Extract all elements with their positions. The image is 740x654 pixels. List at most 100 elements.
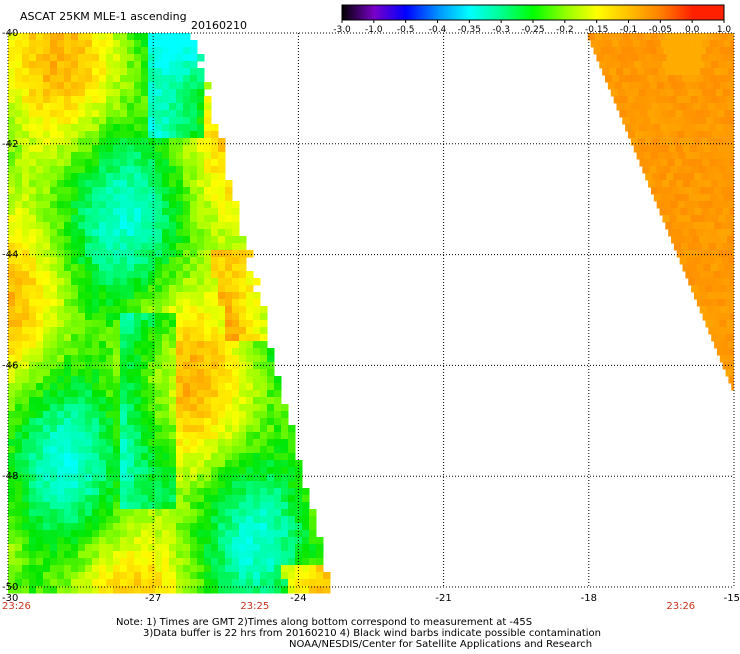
swath-cell-west	[190, 236, 198, 244]
swath-cell-east	[715, 138, 723, 146]
swath-cell-west	[127, 446, 135, 454]
swath-cell-west	[218, 166, 226, 174]
swath-cell-east	[656, 96, 664, 104]
swath-cell-west	[169, 411, 177, 419]
swath-cell-west	[232, 502, 240, 510]
swath-cell-east	[684, 96, 692, 104]
swath-cell-west	[120, 117, 128, 125]
swath-cell-west	[99, 145, 107, 153]
swath-cell-west	[36, 278, 44, 286]
swath-cell-west	[78, 243, 86, 251]
swath-cell-west	[134, 495, 142, 503]
swath-cell-west	[155, 334, 163, 342]
swath-cell-west	[92, 446, 100, 454]
swath-cell-east	[713, 201, 721, 209]
swath-cell-west	[92, 229, 100, 237]
swath-cell-west	[267, 565, 275, 573]
swath-cell-east	[723, 208, 731, 216]
swath-cell-west	[260, 313, 268, 321]
swath-cell-west	[92, 124, 100, 132]
swath-cell-east	[702, 278, 710, 286]
swath-cell-west	[64, 355, 72, 363]
swath-cell-west	[218, 306, 226, 314]
swath-cell-west	[36, 488, 44, 496]
swath-cell-west	[274, 579, 282, 587]
swath-cell-west	[260, 488, 268, 496]
swath-cell-east	[685, 271, 693, 279]
swath-cell-east	[687, 173, 695, 181]
swath-cell-west	[106, 96, 114, 104]
swath-cell-west	[71, 229, 79, 237]
swath-cell-west	[8, 488, 16, 496]
swath-cell-west	[239, 327, 247, 335]
swath-cell-west	[204, 572, 212, 580]
swath-cell-west	[92, 432, 100, 440]
swath-cell-west	[274, 530, 282, 538]
swath-cell-west	[85, 103, 93, 111]
swath-cell-west	[43, 327, 51, 335]
swath-cell-west	[43, 47, 51, 55]
swath-cell-west	[183, 348, 191, 356]
swath-cell-west	[232, 411, 240, 419]
swath-cell-east	[635, 131, 643, 139]
swath-cell-west	[120, 187, 128, 195]
swath-cell-west	[148, 327, 156, 335]
swath-cell-east	[629, 82, 637, 90]
swath-cell-west	[281, 516, 289, 524]
swath-cell-west	[246, 250, 254, 258]
swath-cell-west	[176, 285, 184, 293]
swath-cell-west	[36, 180, 44, 188]
swath-cell-west	[197, 117, 205, 125]
swath-cell-west	[113, 89, 121, 97]
swath-cell-west	[113, 257, 121, 265]
swath-cell-west	[8, 285, 16, 293]
swath-cell-west	[141, 383, 149, 391]
swath-cell-west	[85, 131, 93, 139]
swath-cell-east	[697, 299, 705, 307]
swath-cell-west	[99, 110, 107, 118]
swath-cell-east	[631, 54, 639, 62]
swath-cell-east	[664, 47, 672, 55]
swath-cell-east	[684, 250, 692, 258]
swath-cell-west	[71, 257, 79, 265]
swath-cell-west	[127, 187, 135, 195]
swath-cell-west	[127, 68, 135, 76]
swath-cell-west	[162, 96, 170, 104]
swath-cell-west	[239, 390, 247, 398]
swath-cell-east	[648, 180, 656, 188]
swath-cell-west	[50, 502, 58, 510]
swath-cell-west	[134, 558, 142, 566]
swath-cell-east	[699, 271, 707, 279]
swath-cell-west	[127, 54, 135, 62]
swath-cell-west	[43, 68, 51, 76]
swath-cell-west	[15, 40, 23, 48]
swath-cell-west	[99, 236, 107, 244]
swath-cell-west	[71, 516, 79, 524]
swath-cell-west	[64, 481, 72, 489]
swath-cell-west	[204, 194, 212, 202]
swath-cell-west	[64, 243, 72, 251]
swath-cell-west	[22, 33, 30, 41]
swath-cell-west	[57, 551, 65, 559]
swath-cell-west	[78, 306, 86, 314]
swath-cell-west	[127, 432, 135, 440]
swath-cell-west	[113, 481, 121, 489]
swath-cell-west	[85, 397, 93, 405]
swath-cell-west	[211, 278, 219, 286]
swath-cell-west	[260, 474, 268, 482]
swath-cell-west	[141, 460, 149, 468]
swath-cell-west	[260, 544, 268, 552]
swath-cell-east	[653, 124, 661, 132]
swath-cell-west	[71, 180, 79, 188]
swath-cell-west	[57, 194, 65, 202]
swath-cell-west	[232, 530, 240, 538]
swath-cell-west	[36, 222, 44, 230]
swath-cell-west	[323, 572, 331, 580]
swath-cell-west	[155, 397, 163, 405]
swath-cell-west	[197, 376, 205, 384]
swath-cell-west	[57, 117, 65, 125]
swath-cell-west	[92, 369, 100, 377]
swath-cell-west	[113, 187, 121, 195]
swath-cell-east	[701, 138, 709, 146]
swath-cell-west	[211, 341, 219, 349]
